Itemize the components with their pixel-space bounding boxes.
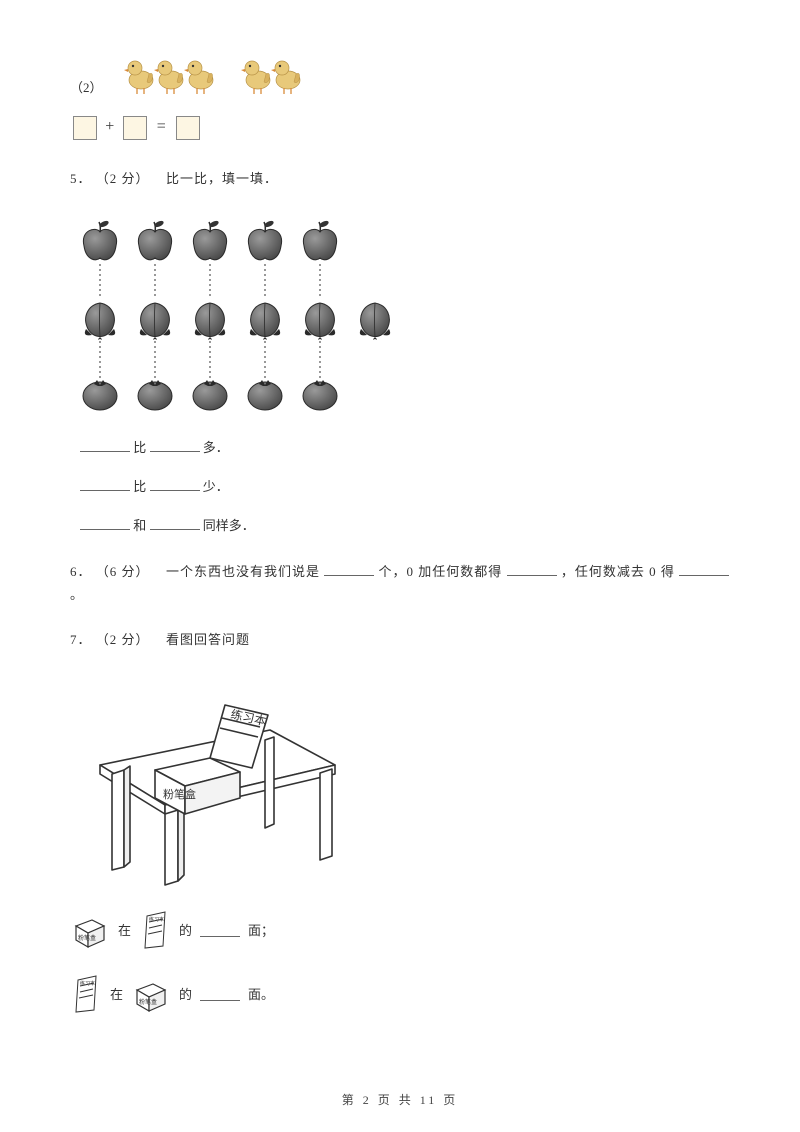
svg-text:粉笔盒: 粉笔盒 [78,934,96,942]
page-footer: 第 2 页 共 11 页 [0,1091,800,1108]
ans2-blank[interactable] [200,987,240,1001]
q5-num: 5． [70,171,92,186]
q7-line: 7． （2 分） 看图回答问题 [70,629,730,648]
q6-num: 6． [70,564,92,579]
mini-notebook-icon-2: 练习本 [70,974,102,1014]
q6-blank3[interactable] [679,562,729,576]
cmp-line-2: 比 少． [80,476,730,495]
cmp-line-1: 比 多． [80,437,730,456]
equation-row: + = [70,116,730,140]
ans1-blank[interactable] [200,923,240,937]
mini-box-icon: 粉笔盒 [70,910,110,950]
ans-line-1: 粉笔盒 在 练习本 的 面； [70,910,730,950]
cmp2-mid: 比 [133,479,146,494]
q5-line: 5． （2 分） 比一比，填一填． [70,168,730,187]
ans2-de: 的 [179,984,192,1003]
ans1-de: 的 [179,920,192,939]
cmp1-blank2[interactable] [150,438,200,452]
cmp-line-3: 和 同样多． [80,515,730,534]
chalkbox-label-fig: 粉笔盒 [163,787,196,801]
cmp3-blank1[interactable] [80,516,130,530]
mini-notebook-icon: 练习本 [139,910,171,950]
ans1-mian: 面； [248,920,274,939]
svg-text:练习本: 练习本 [149,916,164,923]
ans1-zai: 在 [118,920,131,939]
q7-pts: （2 分） [96,632,150,647]
ans2-mian: 面。 [248,984,274,1003]
mini-box-icon-2: 粉笔盒 [131,974,171,1014]
eq-box-3[interactable] [176,116,200,140]
cmp3-end: 同样多． [203,518,255,533]
ans-line-2: 练习本 在 粉笔盒 的 面。 [70,974,730,1014]
q7-text: 看图回答问题 [166,632,250,647]
table-figure: 练习本 粉笔盒 [70,670,360,890]
q2-label: （2） [70,77,103,96]
q6-t1: 一个东西也没有我们说是 [166,564,320,579]
q6-t4: 。 [70,587,84,602]
q7-num: 7． [70,632,92,647]
cmp2-end: 少． [203,479,229,494]
cmp2-blank1[interactable] [80,477,130,491]
cmp1-blank1[interactable] [80,438,130,452]
cmp3-mid: 和 [133,518,146,533]
eq-box-2[interactable] [123,116,147,140]
q2-row: （2） [70,50,730,100]
eq-box-1[interactable] [73,116,97,140]
cmp1-mid: 比 [133,440,146,455]
plus-sign: + [105,118,114,135]
q6-blank2[interactable] [507,562,557,576]
q6-line: 6． （6 分） 一个东西也没有我们说是 个，0 加任何数都得 ，任何数减去 0… [70,560,730,607]
q6-pts: （6 分） [96,564,150,579]
ducks-svg [119,50,319,100]
q6-t3: ，任何数减去 0 得 [561,564,675,579]
q5-pts: （2 分） [96,171,150,186]
q5-text: 比一比，填一填． [166,171,278,186]
cmp1-end: 多． [203,440,229,455]
svg-text:练习本: 练习本 [80,980,95,987]
q6-blank1[interactable] [324,562,374,576]
cmp3-blank2[interactable] [150,516,200,530]
equals-sign: = [157,118,166,135]
fruit-figure [70,209,410,419]
cmp2-blank2[interactable] [150,477,200,491]
svg-text:粉笔盒: 粉笔盒 [139,998,157,1006]
ans2-zai: 在 [110,984,123,1003]
q6-t2: 个，0 加任何数都得 [379,564,503,579]
